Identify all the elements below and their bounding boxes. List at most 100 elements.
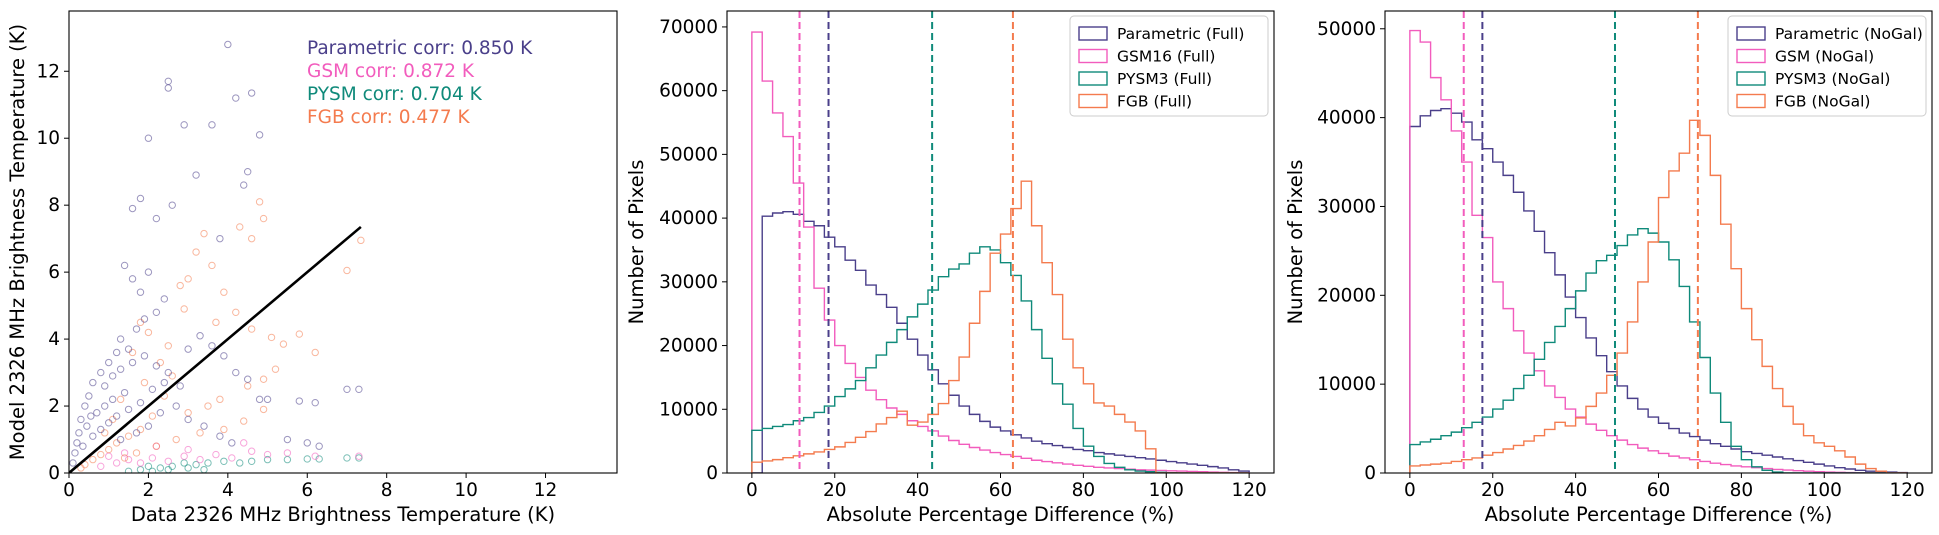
scatter-point-parametric xyxy=(255,395,264,404)
scatter-point-parametric xyxy=(247,89,256,97)
y-tick-label: 0 xyxy=(706,463,718,484)
scatter-point-parametric xyxy=(93,409,101,417)
axes-frame xyxy=(68,10,618,474)
scatter-point-fgb xyxy=(108,415,117,424)
scatter-point-parametric xyxy=(116,335,125,343)
y-axis-label: Number of Pixels xyxy=(1284,160,1307,325)
scatter-point-pysm xyxy=(192,460,200,469)
histogram-gsm xyxy=(751,31,1250,473)
histogram-fgb xyxy=(751,180,1250,473)
scatter-point-parametric xyxy=(303,439,311,447)
scatter-point-parametric xyxy=(144,134,153,142)
legend-box xyxy=(1727,15,1927,117)
scatter-point-parametric xyxy=(97,368,105,377)
legend-label-fgb: FGB (NoGal) xyxy=(1775,93,1870,111)
legend-label-parametric: Parametric (NoGal) xyxy=(1775,25,1923,43)
y-tick-label: 30000 xyxy=(1317,196,1376,217)
scatter-point-fgb xyxy=(120,454,129,462)
y-tick-label: 0 xyxy=(1364,463,1376,484)
scatter-point-fgb xyxy=(184,275,192,283)
histogram-parametric xyxy=(1409,108,1908,473)
scatter-point-parametric xyxy=(184,345,192,353)
scatter-point-fgb xyxy=(132,449,141,457)
scatter-point-parametric xyxy=(232,368,240,377)
legend-label-fgb: FGB (Full) xyxy=(1117,93,1192,111)
scatter-point-parametric xyxy=(263,395,272,404)
scatter-point-gsm xyxy=(180,452,188,460)
scatter-point-parametric xyxy=(152,308,161,317)
legend-label-pysm: PYSM3 (Full) xyxy=(1117,70,1212,88)
scatter-point-fgb xyxy=(259,214,268,223)
scatter-point-parametric xyxy=(164,77,172,86)
scatter-point-parametric xyxy=(216,432,224,440)
scatter-point-parametric xyxy=(208,121,216,129)
scatter-point-gsm xyxy=(124,455,133,464)
scatter-point-pysm xyxy=(204,459,212,467)
y-tick-label: 50000 xyxy=(659,144,718,165)
scatter-point-fgb xyxy=(212,318,220,327)
scatter-point-fgb xyxy=(128,348,137,357)
scatter-point-parametric xyxy=(156,409,165,417)
corr-annotation-pysm: PYSM corr: 0.704 K xyxy=(307,84,483,105)
scatter-point-parametric xyxy=(228,439,236,447)
scatter-point-fgb xyxy=(112,439,121,447)
scatter-point-parametric xyxy=(164,368,172,377)
scatter-point-gsm xyxy=(228,454,236,462)
scatter-point-fgb xyxy=(343,266,351,275)
x-tick-label: 0 xyxy=(746,480,758,501)
scatter-point-fgb xyxy=(232,308,240,317)
scatter-point-pysm xyxy=(136,465,145,473)
scatter-point-fgb xyxy=(216,395,224,404)
scatter-point-parametric xyxy=(144,422,153,430)
scatter-point-parametric xyxy=(120,261,129,270)
scatter-point-parametric xyxy=(152,362,161,370)
x-axis-label: Absolute Percentage Difference (%) xyxy=(1485,503,1833,526)
scatter-point-parametric xyxy=(108,372,117,380)
scatter-point-parametric xyxy=(355,385,363,394)
scatter-point-parametric xyxy=(124,345,133,353)
scatter-point-gsm xyxy=(247,447,256,455)
scatter-point-fgb xyxy=(220,425,228,434)
scatter-point-pysm xyxy=(236,459,244,467)
y-axis-label: Number of Pixels xyxy=(625,160,648,325)
scatter-point-fgb xyxy=(279,340,288,348)
panel-2: Parametric (Full) GSM16 (Full) PYSM3 (Full… xyxy=(625,10,1275,526)
scatter-point-parametric xyxy=(75,429,83,437)
scatter-point-parametric xyxy=(101,382,109,390)
scatter-point-parametric xyxy=(87,412,95,420)
scatter-point-fgb xyxy=(136,425,145,434)
scatter-point-fgb xyxy=(247,234,256,243)
scatter-point-fgb xyxy=(172,435,180,444)
scatter-point-fgb xyxy=(208,261,216,270)
x-tick-label: 20 xyxy=(1481,480,1505,501)
scatter-point-parametric xyxy=(124,405,133,414)
scatter-point-fgb xyxy=(200,229,208,238)
scatter-point-pysm xyxy=(283,455,292,464)
scatter-point-parametric xyxy=(112,348,121,357)
scatter-point-gsm xyxy=(196,455,204,464)
scatter-point-parametric xyxy=(105,419,113,427)
scatter-point-pysm xyxy=(247,457,256,465)
scatter-point-fgb xyxy=(148,412,157,420)
legend-swatch-gsm xyxy=(1736,48,1766,64)
scatter-point-fgb xyxy=(77,464,85,472)
histogram-pysm xyxy=(1409,227,1908,473)
y-tick-label: 60000 xyxy=(659,81,718,102)
scatter-point-fgb xyxy=(180,305,188,313)
y-tick-label: 4 xyxy=(48,329,60,350)
fit-line xyxy=(69,225,362,473)
scatter-point-fgb xyxy=(156,358,165,367)
scatter-point-parametric xyxy=(108,395,117,404)
scatter-point-gsm xyxy=(97,462,105,471)
scatter-point-fgb xyxy=(192,248,200,256)
scatter-point-parametric xyxy=(208,342,216,350)
scatter-point-parametric xyxy=(160,295,169,303)
scatter-point-parametric xyxy=(243,167,252,176)
x-tick-label: 10 xyxy=(454,480,478,501)
x-axis-label: Data 2326 MHz Brightness Temperature (K) xyxy=(131,503,555,526)
scatter-point-gsm xyxy=(184,445,192,454)
y-tick-label: 10000 xyxy=(659,399,718,420)
scatter-point-parametric xyxy=(120,388,129,397)
scatter-point-fgb xyxy=(240,417,248,425)
scatter-point-fgb xyxy=(271,365,280,373)
